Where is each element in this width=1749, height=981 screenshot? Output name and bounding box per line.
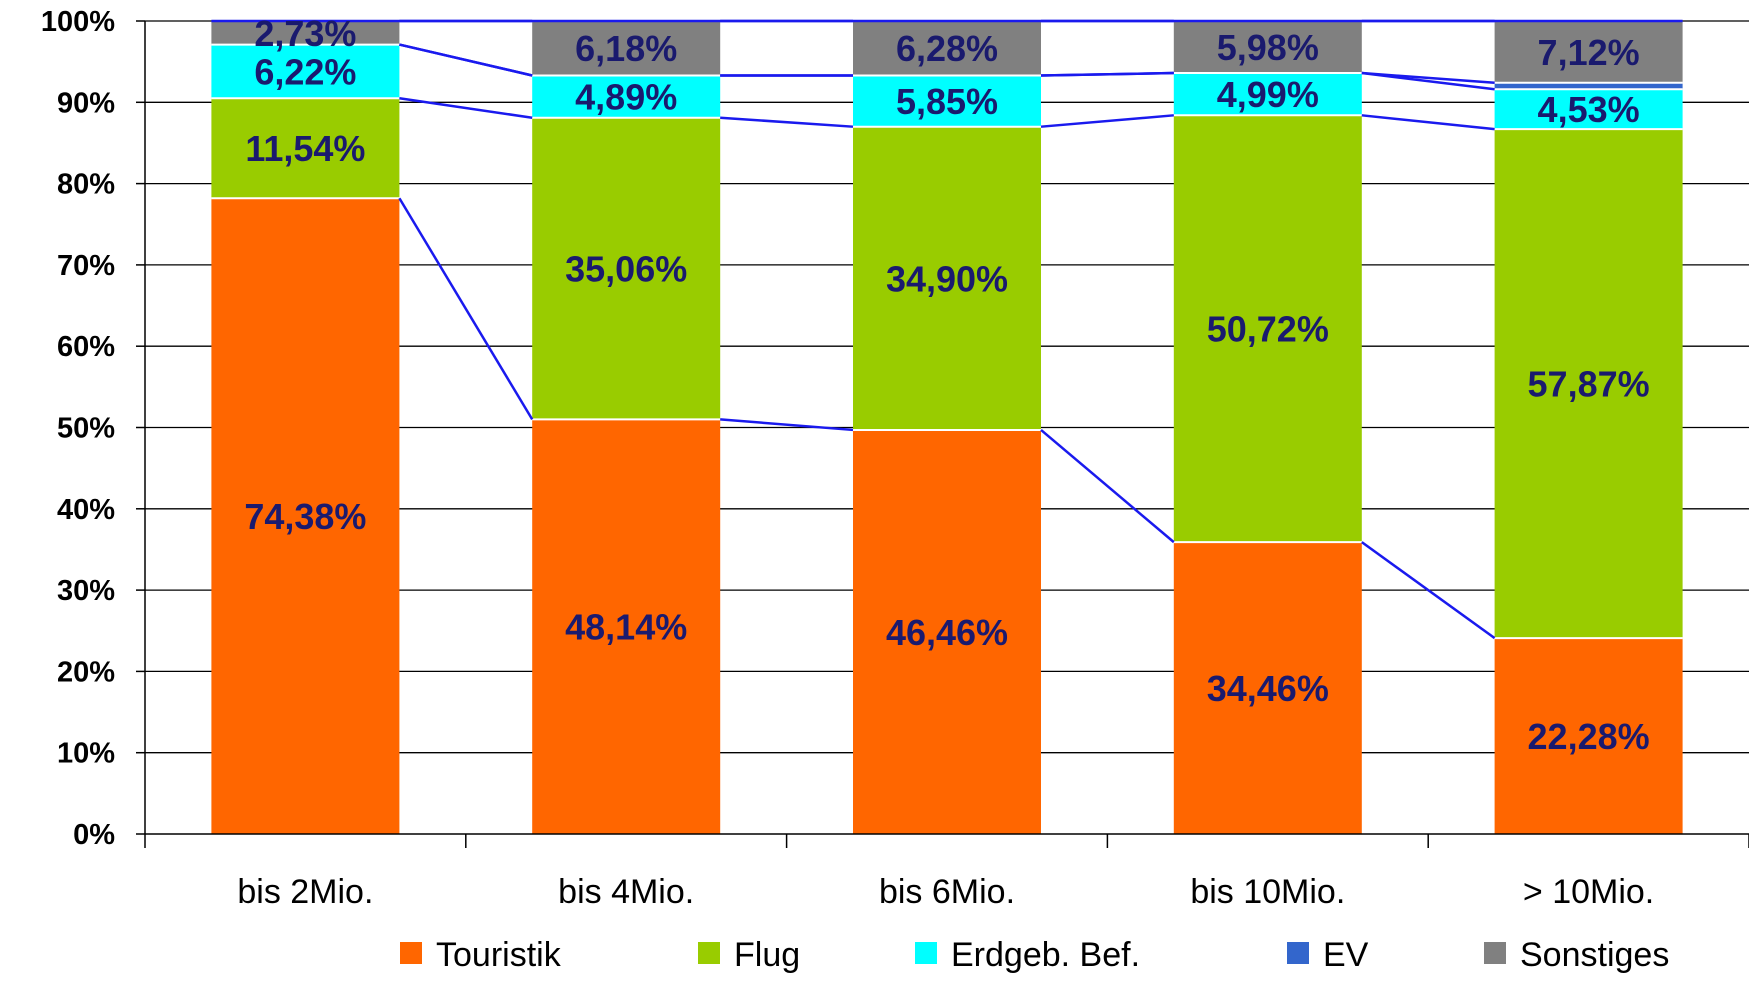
series-connector-line xyxy=(720,116,854,128)
bar-segment xyxy=(211,198,400,834)
x-tick-label: bis 6Mio. xyxy=(879,873,1015,911)
legend-label: Flug xyxy=(734,936,800,974)
data-label: 5,98% xyxy=(1217,27,1319,68)
series-connector-line xyxy=(399,96,533,119)
x-tick-label: > 10Mio. xyxy=(1523,873,1654,911)
data-label: 5,85% xyxy=(896,81,998,122)
series-connector-line xyxy=(1040,71,1174,77)
bar-segment xyxy=(1494,129,1683,639)
y-tick-label: 20% xyxy=(57,656,115,688)
bar-segment xyxy=(1173,542,1362,834)
legend-swatch xyxy=(1484,942,1506,964)
bar-segment xyxy=(211,98,400,199)
data-label: 35,06% xyxy=(565,249,687,290)
axes: 0% 10% 20% 30% 40% 50% 60% 70% 80% 90% 100% bis 2Mi… xyxy=(41,6,1749,911)
x-tick-label: bis 4Mio. xyxy=(558,873,694,911)
data-label: 50,72% xyxy=(1207,309,1329,350)
data-label: 7,12% xyxy=(1538,32,1640,73)
bar-segment xyxy=(211,44,400,99)
data-label: 6,28% xyxy=(896,28,998,69)
data-label: 34,90% xyxy=(886,258,1008,299)
bar-segment xyxy=(1494,89,1683,130)
data-label: 34,46% xyxy=(1207,668,1329,709)
legend-swatch xyxy=(915,942,937,964)
data-label: 11,54% xyxy=(245,128,365,169)
series-connector-line xyxy=(1361,114,1495,131)
series-connector-line xyxy=(399,43,533,77)
legend-label: Sonstiges xyxy=(1520,936,1669,974)
bar-segment xyxy=(853,21,1041,76)
y-tick-label: 100% xyxy=(41,6,115,38)
legend-label: EV xyxy=(1323,936,1369,974)
y-tick-label: 30% xyxy=(57,575,115,607)
y-tick-label: 70% xyxy=(57,250,115,282)
y-tick-label: 40% xyxy=(57,494,115,526)
bar-segment xyxy=(532,419,721,834)
y-tick-label: 90% xyxy=(57,87,115,119)
data-label: 74,38% xyxy=(244,496,366,537)
data-label: 4,89% xyxy=(575,77,677,118)
legend-label: Touristik xyxy=(436,936,562,974)
bar-segment xyxy=(1173,115,1362,543)
series-connector-line xyxy=(1040,428,1175,544)
legend-swatch xyxy=(1287,942,1309,964)
series-connector-line xyxy=(398,197,534,421)
bar-segment xyxy=(211,21,400,45)
data-label: 6,22% xyxy=(254,51,356,92)
legend-swatch xyxy=(698,942,720,964)
data-labels: 74,38% 11,54% 6,22%2,73% 48,14% 35,06% 4,89% 6… xyxy=(244,13,1649,757)
data-label: 4,99% xyxy=(1217,74,1319,115)
data-label: 4,53% xyxy=(1538,89,1640,130)
bars xyxy=(211,21,1683,834)
bar-segment xyxy=(1494,21,1683,83)
y-tick-label: 0% xyxy=(73,819,115,851)
series-connector-line xyxy=(1040,114,1174,128)
series-connector-line xyxy=(1361,71,1495,85)
y-tick-label: 80% xyxy=(57,169,115,201)
bar-segment xyxy=(1173,73,1362,116)
y-tick-label: 10% xyxy=(57,738,115,770)
bar-segment xyxy=(1494,638,1683,834)
data-label: 22,28% xyxy=(1528,716,1650,757)
y-tick-label: 60% xyxy=(57,331,115,363)
bar-segment xyxy=(1173,21,1362,74)
data-label: 57,87% xyxy=(1528,364,1650,405)
bar-segment xyxy=(532,117,721,420)
data-label: 2,73% xyxy=(254,13,356,54)
bar-segment xyxy=(532,21,721,76)
legend-label: Erdgeb. Bef. xyxy=(951,936,1140,974)
bar-segment xyxy=(1494,82,1683,90)
data-label: 46,46% xyxy=(886,612,1008,653)
legend-swatch xyxy=(400,942,422,964)
series-lines xyxy=(211,19,1683,640)
y-tick-label: 50% xyxy=(57,413,115,445)
bar-segment xyxy=(532,75,721,118)
data-label: 6,18% xyxy=(575,28,677,69)
legend: Touristik Flug Erdgeb. Bef. EV Sonstiges xyxy=(400,936,1669,974)
bar-segment xyxy=(853,75,1041,127)
x-tick-label: bis 2Mio. xyxy=(237,873,373,911)
bar-segment xyxy=(853,429,1041,834)
data-label: 48,14% xyxy=(565,607,687,648)
bar-segment xyxy=(853,126,1041,430)
x-tick-label: bis 10Mio. xyxy=(1190,873,1345,911)
series-connector-line xyxy=(1361,541,1496,640)
series-connector-line xyxy=(720,418,854,432)
